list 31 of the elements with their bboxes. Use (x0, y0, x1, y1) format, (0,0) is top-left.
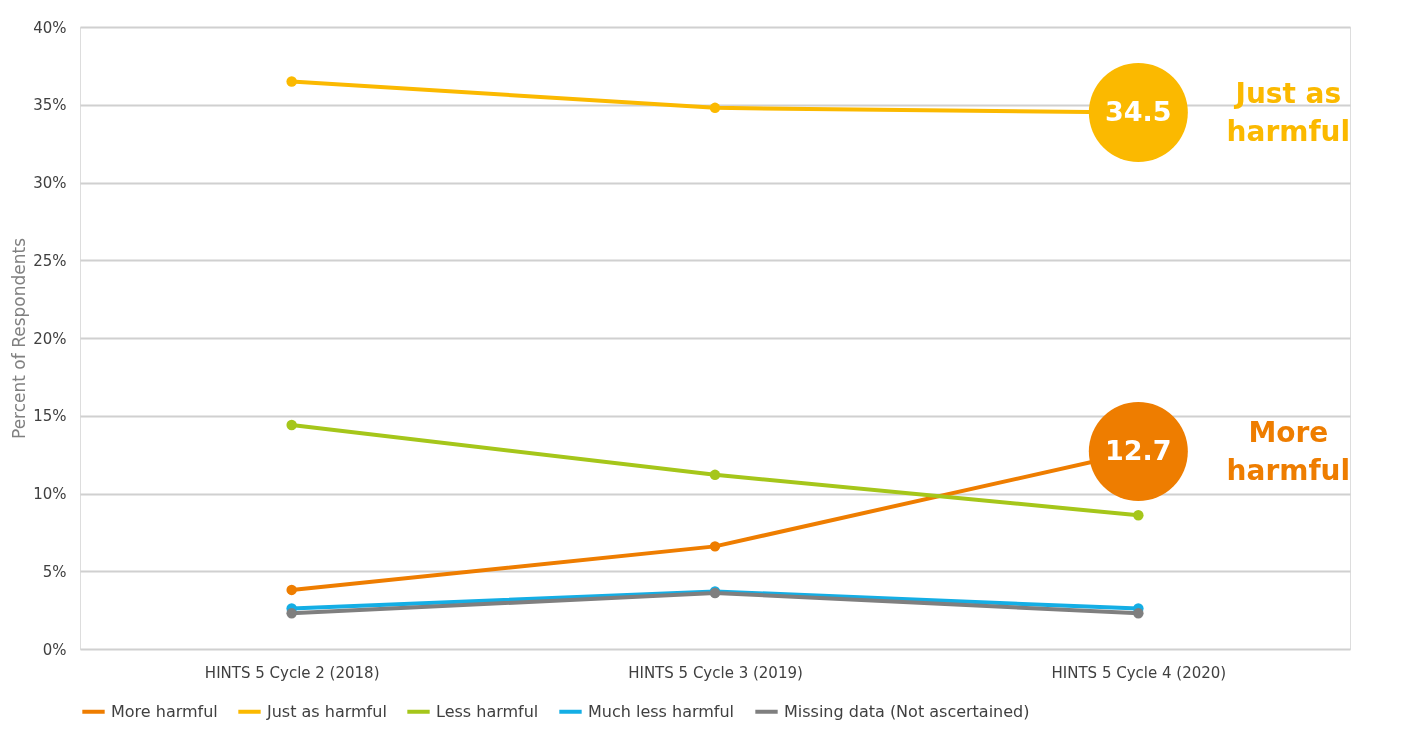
point (709, 541, 721, 552)
point (286, 419, 297, 431)
x-tick-label: HINTS 5 Cycle 3 (2019) (628, 663, 803, 682)
point (286, 76, 297, 87)
y-tick-label: 0% (42, 640, 67, 659)
text: Just as harmful (1226, 76, 1351, 148)
point (1133, 608, 1144, 619)
data-label: 34.5 (1105, 95, 1172, 127)
point (709, 102, 721, 114)
y-tick-label: 30% (33, 174, 67, 192)
point (286, 584, 297, 596)
point (709, 469, 721, 481)
text: More harmful (1226, 415, 1351, 487)
x-tick-label: HINTS 5 Cycle 2 (2018) (204, 663, 380, 682)
legend-label: Missing data (Not ascertained) (784, 701, 1030, 721)
y-tick-label: 35% (33, 96, 67, 115)
legend-label: More harmful (111, 701, 218, 721)
legend-label: Less harmful (436, 701, 539, 721)
y-tick-label: 40% (33, 18, 67, 37)
point (1133, 510, 1144, 521)
y-tick-label: 20% (33, 329, 67, 348)
x-tick-label: HINTS 5 Cycle 4 (2020) (1051, 663, 1227, 682)
legend-label: Just as harmful (266, 701, 387, 721)
y-tick-label: 10% (33, 485, 67, 503)
y-tick-label: 15% (33, 407, 67, 426)
y-axis-title: Percent of Respondents (9, 237, 30, 440)
data-label: 12.7 (1105, 434, 1172, 466)
y-tick-label: 25% (33, 251, 67, 270)
y-tick-label: 5% (42, 562, 67, 581)
legend-label: Much less harmful (588, 701, 735, 721)
point (286, 608, 297, 619)
